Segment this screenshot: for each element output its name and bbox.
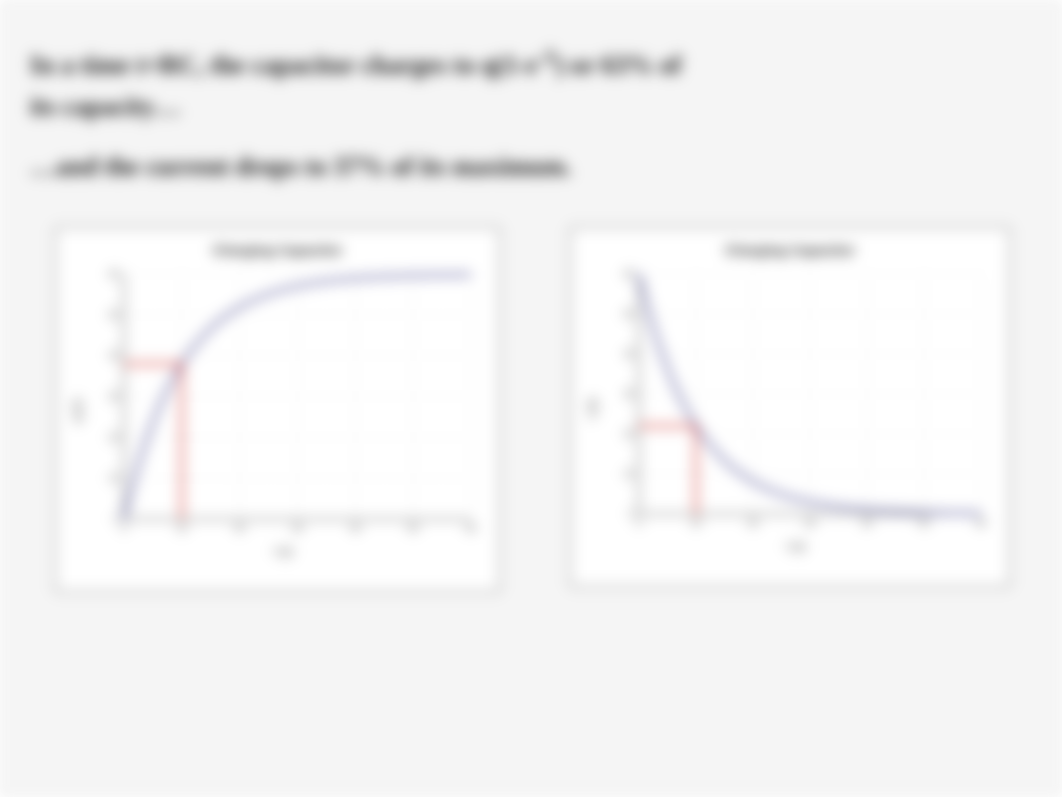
svg-text:30: 30 [292,523,302,533]
chart-current-svg-wrap: 0 10 20 30 40 50 60 0 10 20 30 40 50 60 t (s) [601,264,991,553]
svg-text:20: 20 [109,433,119,443]
paragraph-1: In a time t=RC, the capacitor charges to… [30,40,1032,128]
svg-text:40: 40 [109,351,119,361]
svg-text:50: 50 [408,523,418,533]
svg-text:40: 40 [862,518,872,528]
line3: …and the current drops to 37% of its max… [30,152,571,181]
line1-sup: -1 [538,45,556,69]
svg-text:20: 20 [235,523,245,533]
svg-text:10: 10 [691,518,701,528]
svg-text:20: 20 [624,429,634,439]
svg-text:30: 30 [109,392,119,402]
chart-charge-svg-wrap: 0 10 20 30 40 50 60 0 10 20 30 40 50 60 t (s) [86,264,481,558]
svg-text:30: 30 [805,518,815,528]
svg-text:0: 0 [121,523,126,533]
charts-row: Charging Capacitor q (C) 0 10 20 30 40 50 60 0 1… [30,227,1032,592]
svg-text:0: 0 [636,518,641,528]
chart-current-svg: 0 10 20 30 40 50 60 0 10 20 30 40 50 60 [601,264,991,539]
chart-charge-xlabel: t (s) [86,546,481,558]
svg-text:50: 50 [624,309,634,319]
line1-pre: In a time t=RC, the capacitor charges to… [30,51,538,80]
chart-charge-plot: q (C) 0 10 20 30 40 50 60 0 10 20 30 40 50 60 t (s) [70,264,485,558]
page: In a time t=RC, the capacitor charges to… [0,0,1062,632]
svg-text:40: 40 [624,349,634,359]
chart-charge-title: Charging Capacitor [70,242,485,258]
line2: its capacity… [30,92,181,121]
chart-current-title: Charging Capacitor [585,242,995,258]
chart-current-ylabel: I (A) [585,264,601,553]
svg-text:50: 50 [109,310,119,320]
svg-text:10: 10 [109,474,119,484]
svg-text:40: 40 [350,523,360,533]
chart-current-plot: I (A) 0 10 20 30 40 50 60 0 10 20 30 40 50 60 t (s) [585,264,995,553]
svg-text:30: 30 [624,389,634,399]
chart-current: Charging Capacitor I (A) 0 10 20 30 40 50 60 0 1… [570,227,1010,587]
svg-text:0: 0 [629,509,634,519]
chart-charge: Charging Capacitor q (C) 0 10 20 30 40 50 60 0 1… [55,227,500,592]
chart-charge-svg: 0 10 20 30 40 50 60 0 10 20 30 40 50 60 [86,264,481,544]
svg-text:50: 50 [919,518,929,528]
svg-text:0: 0 [114,514,119,524]
line1-post: ) or 63% of [556,51,682,80]
svg-text:60: 60 [466,523,476,533]
svg-text:60: 60 [624,269,634,279]
paragraph-2: …and the current drops to 37% of its max… [30,146,1032,188]
svg-text:10: 10 [624,469,634,479]
svg-text:60: 60 [109,269,119,279]
chart-charge-ylabel: q (C) [70,264,86,558]
svg-text:10: 10 [177,523,187,533]
svg-text:20: 20 [748,518,758,528]
chart-current-xlabel: t (s) [601,541,991,553]
svg-text:60: 60 [976,518,986,528]
